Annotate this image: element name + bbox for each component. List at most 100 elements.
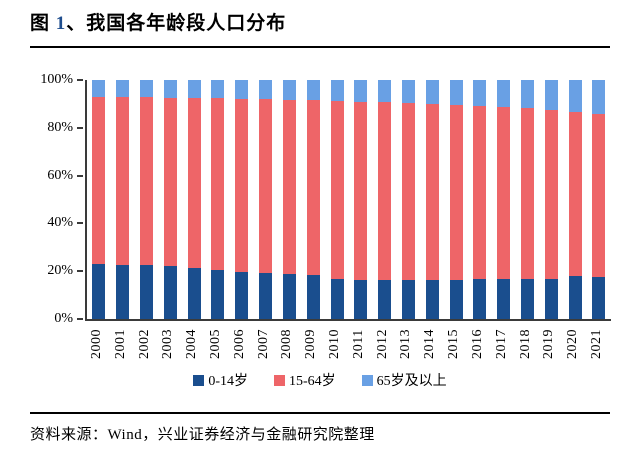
bar-segment [497,107,511,279]
x-tick-label: 2006 [231,329,247,359]
x-tick-label: 2009 [303,329,319,359]
bar-segment [401,103,415,280]
legend-item: 65岁及以上 [361,370,447,390]
bar-segment [521,80,535,109]
x-tick-label: 2018 [517,329,533,359]
y-tick-label: 0% [54,311,73,326]
bar-segment [473,105,487,280]
stacked-bar-2007 [259,80,273,319]
bar-segment [378,102,392,280]
bar-segment [568,276,582,319]
x-tick-label: 2011 [350,329,366,359]
x-tick-label: 2000 [88,329,104,359]
x-tick-label: 2021 [588,329,604,359]
stacked-bar-2003 [163,80,177,319]
bar-segment [306,274,320,319]
bar-segment [592,113,606,278]
bars-row [87,80,611,319]
stacked-bar-2004 [187,80,201,319]
bar-segment [282,99,296,274]
legend-swatch-icon [193,374,205,386]
x-tick-label: 2019 [541,329,557,359]
bar-segment [544,278,558,319]
x-tick-cell: 2019 [537,323,561,365]
bar-segment [473,80,487,106]
x-tick-cell: 2007 [252,323,276,365]
y-tick-label: 80% [47,119,73,135]
stacked-bar-2006 [235,80,249,319]
stacked-bar-2021 [592,80,606,319]
legend-label: 0-14岁 [208,374,248,389]
bar-column-2003 [158,80,182,319]
stacked-bar-2019 [544,80,558,319]
bar-column-2020 [563,80,587,319]
bar-segment [354,101,368,280]
bar-segment [211,98,225,271]
y-tick-label: 20% [47,263,73,279]
bar-segment [282,273,296,319]
bar-column-2014 [420,80,444,319]
stacked-bar-2017 [497,80,511,319]
bar-segment [592,80,606,114]
figure-number: 1 [55,13,67,34]
legend-swatch-icon [361,374,373,386]
bar-segment [116,96,130,266]
bar-column-2005 [206,80,230,319]
x-tick-label: 2014 [422,329,438,359]
x-tick-label: 2012 [374,329,390,359]
bar-segment [116,265,130,319]
bar-segment [235,271,249,319]
bar-column-2009 [301,80,325,319]
legend-item: 0-14岁 [193,370,248,390]
x-tick-cell: 2011 [347,323,371,365]
x-tick-label: 2007 [255,329,271,359]
x-tick-cell: 2008 [276,323,300,365]
legend-label: 15-64岁 [289,374,336,389]
bar-column-2007 [254,80,278,319]
bar-segment [282,80,296,100]
y-tick-mark [77,126,83,129]
bar-segment [378,279,392,319]
bar-segment [425,80,439,105]
x-tick-cell: 2017 [490,323,514,365]
bar-column-2017 [492,80,516,319]
bar-segment [211,80,225,99]
stacked-bar-2018 [521,80,535,319]
x-tick-cell: 2001 [109,323,133,365]
stacked-bar-2008 [282,80,296,319]
stacked-bar-2002 [140,80,154,319]
bar-segment [92,264,106,319]
bar-segment [259,272,273,319]
legend-item: 15-64岁 [274,370,336,390]
figure-title-prefix: 图 [30,13,56,34]
stacked-bar-2012 [378,80,392,319]
bar-segment [497,278,511,319]
y-tick-label: 60% [47,167,73,183]
bar-column-2001 [111,80,135,319]
bar-segment [425,279,439,319]
bar-column-2000 [87,80,111,319]
bar-segment [425,104,439,280]
x-tick-label: 2001 [112,329,128,359]
bar-segment [163,97,177,267]
bar-segment [449,105,463,280]
stacked-bar-2020 [568,80,582,319]
bar-segment [140,265,154,319]
x-tick-label: 2013 [398,329,414,359]
bar-column-2011 [349,80,373,319]
bar-segment [568,80,582,113]
bar-column-2015 [444,80,468,319]
bar-segment [92,80,106,97]
x-tick-cell: 2018 [514,323,538,365]
y-tick-mark [77,174,83,177]
stacked-bar-2015 [449,80,463,319]
bar-segment [140,80,154,98]
stacked-bar-2010 [330,80,344,319]
bar-segment [330,101,344,280]
x-tick-label: 2017 [493,329,509,359]
x-tick-label: 2005 [207,329,223,359]
bar-segment [401,279,415,319]
bar-segment [211,270,225,319]
x-tick-cell: 2003 [156,323,180,365]
